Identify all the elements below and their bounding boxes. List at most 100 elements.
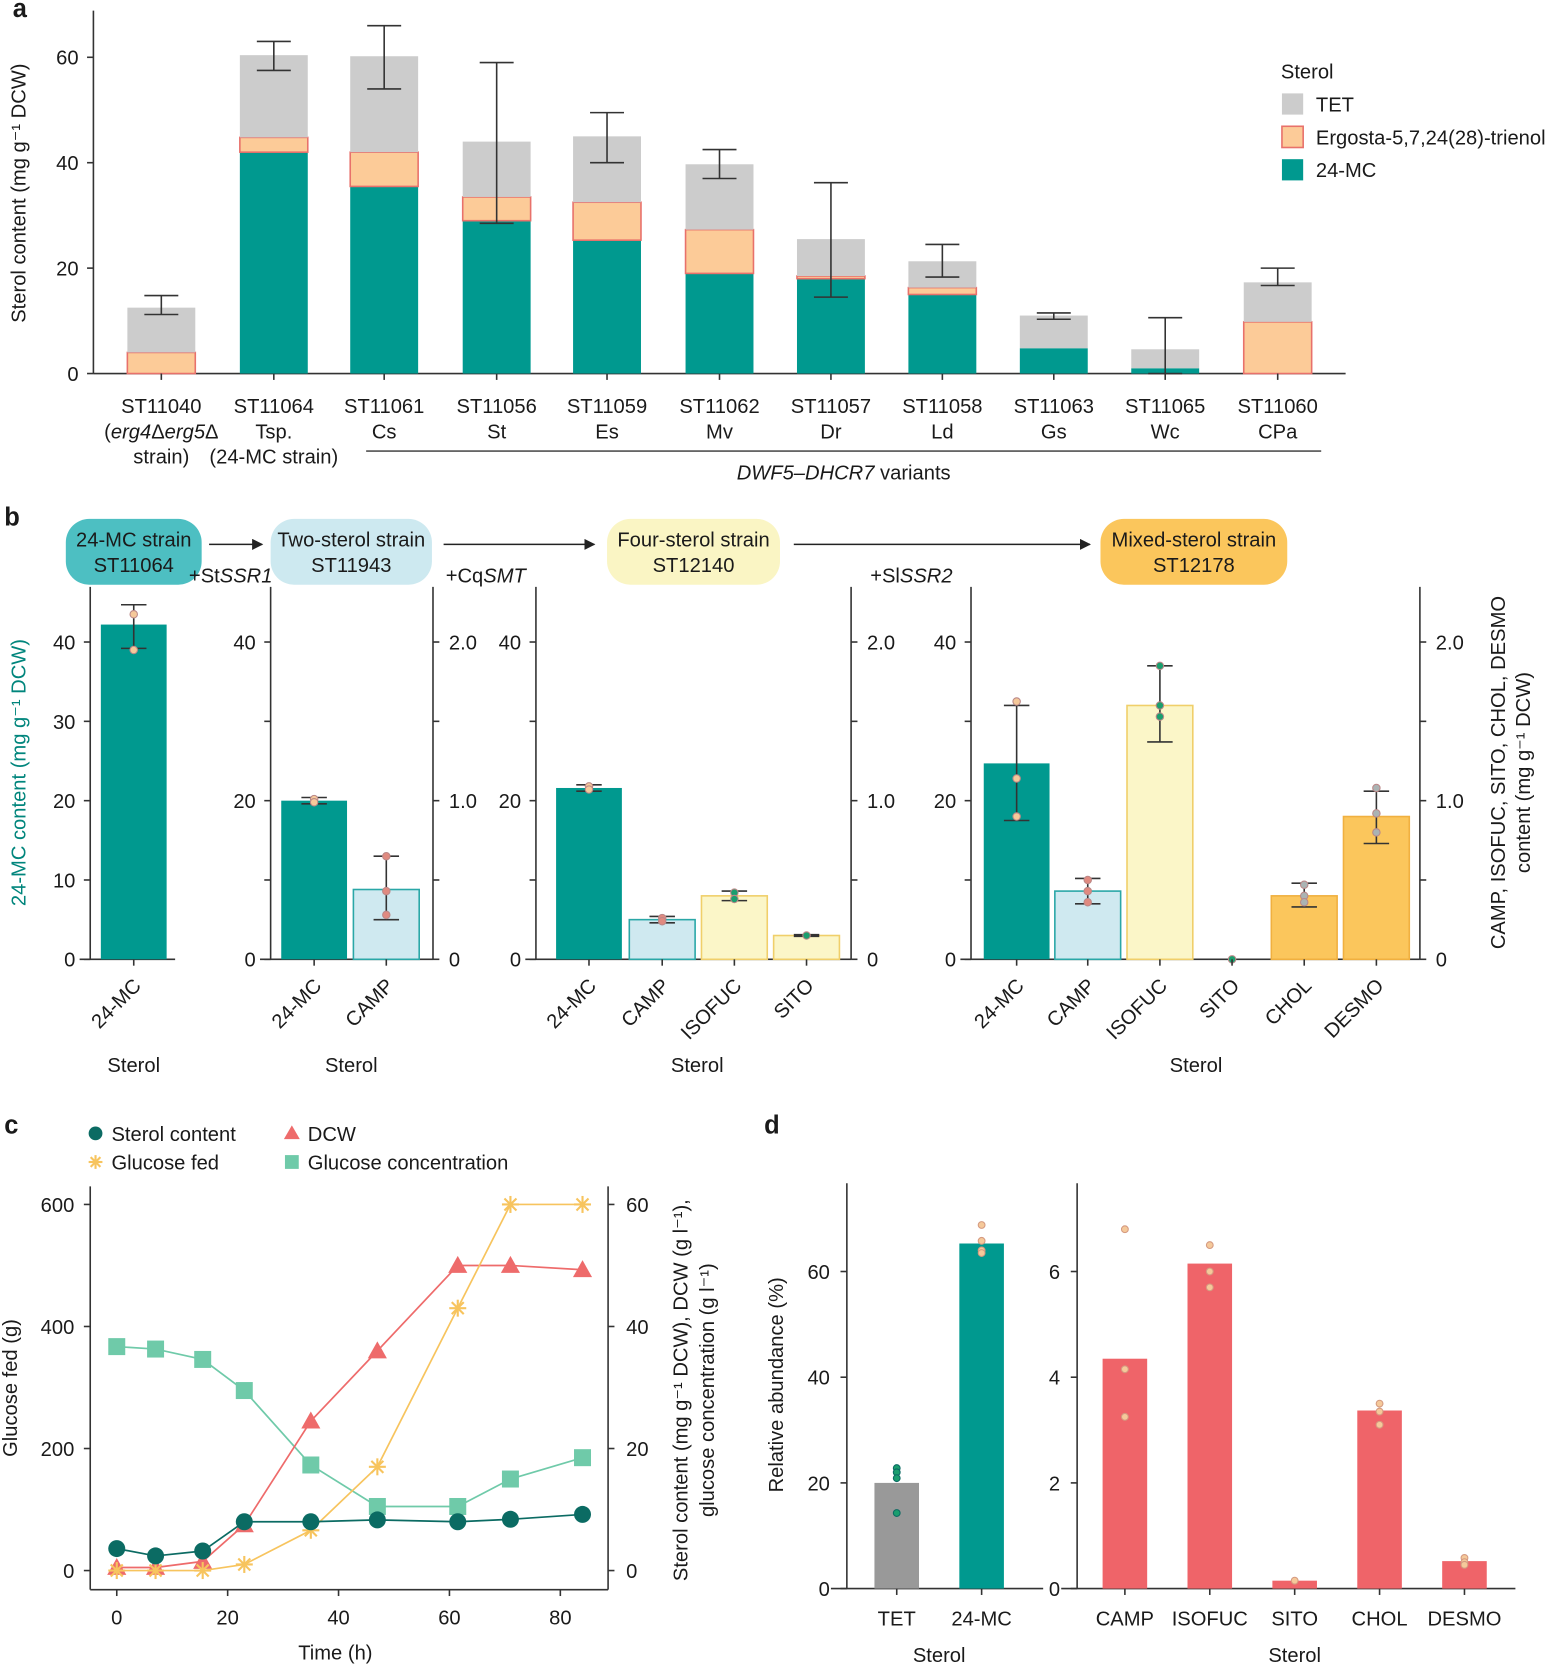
b-strain-box [270,518,432,585]
c-left-y-tick-label: 400 [41,1317,75,1339]
a-category-label-part: ST11058 [902,396,982,418]
b-x-axis-title: Sterol [671,1055,724,1077]
b-x-tick-label: SITO [1196,975,1245,1024]
d-y-tick-label: 6 [1049,1262,1060,1284]
a-y-tick-label: 60 [56,48,78,70]
d-y-tick-label: 0 [1049,1579,1060,1601]
b-strain-id: ST12140 [653,555,735,577]
b-data-point [584,785,594,794]
a-category-label: ST11056 [457,396,537,418]
b-x-tick-label: ISOFUC [1103,975,1172,1044]
a-group-label-part: variants [874,463,950,485]
a-category-label-part: St [487,421,506,443]
panel-letter-c: c [4,1111,18,1139]
d-data-point [1460,1560,1469,1569]
c-point-dcw [572,1260,593,1278]
a-bar-ergosta [126,351,197,375]
a-category-label-part: erg4 [111,421,151,443]
c-point-glucose-concentration [108,1338,126,1356]
b-strain-id: ST11943 [311,555,391,577]
c-point-glucose-concentration [449,1497,467,1515]
a-category-label-part: Ld [931,421,953,443]
c-point-dcw [367,1341,387,1359]
a-bar-24mc [1019,348,1088,374]
a-category-label: St [487,421,506,443]
c-legend-label: Sterol content [111,1124,236,1146]
c-point-glucose-concentration [235,1382,253,1400]
c-left-y-tick-label: 200 [41,1439,75,1461]
a-y-axis-title: Sterol content (mg g⁻¹ DCW) [8,63,30,322]
panel-letter-d: d [764,1111,780,1139]
a-category-label-part: Δ [205,421,218,443]
c-point-glucose-fed [108,1562,126,1580]
a-category-label: ST11059 [567,396,647,418]
b-left-y-tick-label: 20 [499,791,521,813]
c-point-glucose-fed [501,1195,519,1213]
a-category-label-part: Gs [1041,421,1067,443]
c-right-y-axis-title: glucose concentration (g l⁻¹) [697,1263,719,1517]
d-x-axis-title: Sterol [913,1645,966,1665]
c-right-y-tick-label: 20 [626,1439,648,1461]
b-data-point [1299,897,1309,907]
d-bar-tet [874,1482,920,1589]
a-category-label: ST11061 [344,396,424,418]
b-left-y-tick-label: 20 [934,791,956,813]
a-category-label: (24-MC strain) [209,447,338,469]
b-x-axis-title: Sterol [107,1055,160,1077]
d-data-point [1120,1365,1129,1374]
c-point-glucose-fed [574,1195,592,1213]
c-point-dcw [448,1255,468,1273]
a-category-label: CPa [1258,421,1298,443]
c-point-sterol-content [574,1505,592,1523]
a-category-label: (erg4Δerg5Δ [104,421,218,443]
a-category-label: Mv [706,421,734,443]
b-data-point [1372,783,1381,793]
b-left-y-axis-title: 24-MC content (mg g⁻¹ DCW) [8,639,30,906]
a-category-label: Wc [1151,421,1180,443]
b-gene-added-label-part: +Sl [870,566,900,588]
d-y-tick-label: 20 [807,1473,829,1495]
b-data-point [802,931,811,940]
a-category-label-part: CPa [1258,421,1298,443]
c-right-y-tick-label: 40 [626,1317,648,1339]
a-category-label-part: ST11063 [1014,396,1094,418]
b-right-y-tick-label: 1.0 [1436,791,1464,813]
b-right-y-axis-title: CAMP, ISOFUC, SITO, CHOL, DESMO [1488,596,1510,949]
c-point-glucose-concentration [501,1470,519,1488]
c-point-glucose-fed-stroke [195,1563,210,1578]
b-x-tick-label: ISOFUC [677,975,746,1044]
b-data-point [730,894,739,904]
b-data-point [1155,701,1165,710]
a-bar-24mc [239,152,308,374]
b-left-y-tick-label: 0 [245,950,256,972]
a-bar-24mc [685,273,754,374]
b-x-tick-label: CAMP [1043,975,1100,1032]
c-point-sterol-content [449,1513,467,1531]
b-left-y-tick-label: 40 [499,632,521,654]
a-category-label-part: ST11065 [1125,396,1205,418]
d-x-axis-title: Sterol [1268,1645,1321,1665]
a-category-label: Tsp. [255,421,292,443]
a-bar-24mc [908,294,977,374]
b-strain-id: ST11064 [94,555,174,577]
panel-letter-b: b [4,503,20,531]
d-x-tick-label: DESMO [1428,1609,1502,1631]
a-category-label-part: (24-MC strain) [209,447,338,469]
c-point-dcw [500,1255,520,1273]
c-point-glucose-fed-stroke [148,1563,163,1578]
panel-letter-a: a [13,0,28,23]
b-strain-box [607,518,780,585]
c-point-sterol-content [235,1513,253,1531]
d-data-point [1205,1241,1214,1250]
d-y-tick-label: 40 [807,1368,829,1390]
b-left-y-tick-label: 20 [233,791,255,813]
a-bar-tet [1243,282,1312,322]
b-x-tick-label: 24-MC [87,975,145,1033]
b-left-y-tick-label: 40 [233,632,255,654]
b-data-point [129,610,138,619]
d-x-tick-label: ISOFUC [1172,1609,1248,1631]
b-left-y-tick-label: 0 [64,950,75,972]
c-point-glucose-concentration [302,1456,320,1474]
c-point-sterol-content [302,1513,320,1531]
c-point-glucose-fed [235,1555,253,1573]
